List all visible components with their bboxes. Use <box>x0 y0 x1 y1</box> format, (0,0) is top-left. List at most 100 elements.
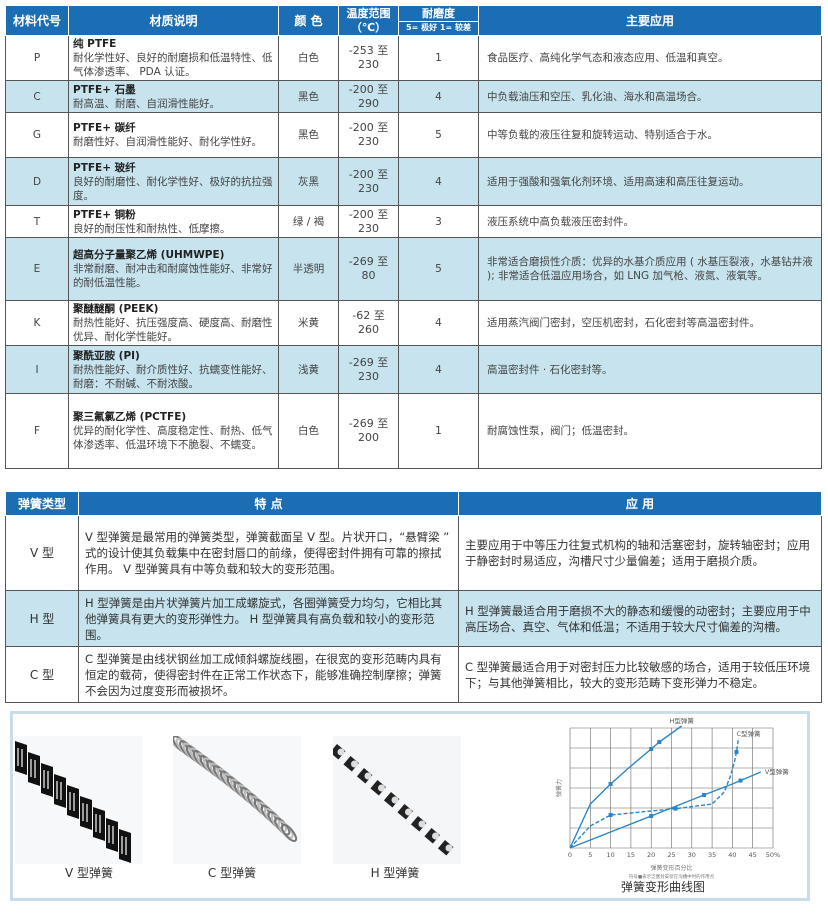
spring-deformation-chart: 0 5 10 15 20 25 30 35 40 45 50% 弹簧变形百分比 符号■表示泛塞封安装在沟… <box>553 716 808 898</box>
temp-high: 200 <box>358 431 379 444</box>
v-spring-photo <box>15 736 143 864</box>
material-app: 适用蒸汽阀门密封，空压机密封，石化密封等高温密封件。 <box>478 300 822 346</box>
x-tick-label: 20 <box>647 851 655 859</box>
material-color: 黑色 <box>278 80 339 113</box>
material-wear: 1 <box>398 393 479 469</box>
h-spring-label: H 型弹簧 <box>370 866 420 880</box>
spring-type: V 型 <box>5 515 79 591</box>
temp-high: 230 <box>358 135 379 148</box>
x-axis-label: 弹簧变形百分比 <box>650 864 692 872</box>
temp-high: 230 <box>358 221 379 235</box>
temp-low: -200 至 <box>348 207 389 221</box>
material-app: 中负载油压和空压、乳化油、海水和高温场合。 <box>478 80 822 113</box>
spring-type: H 型 <box>5 590 79 647</box>
series-line-2 <box>569 771 762 849</box>
material-temp: -62 至 260 <box>338 300 399 346</box>
series-label: H型弹簧 <box>669 716 694 725</box>
spring-app: H 型弹簧最适合用于磨损不大的静态和缓慢的动密封；主要应用于中高压场合、真空、气… <box>458 590 822 647</box>
material-table: 材料代号 材质说明 颜 色 温度范围 （℃） 耐磨度 5= 极好 1= 较差 主要应… <box>5 5 822 469</box>
material-temp: -200 至 230 <box>338 205 399 238</box>
material-code: C <box>5 80 69 113</box>
material-name: 聚醚醚酮 (PEEK) <box>73 303 159 315</box>
x-tick-label: 10 <box>606 851 614 859</box>
material-color: 浅黄 <box>278 345 339 394</box>
temp-low: -62 至 <box>352 309 385 322</box>
material-desc: 耐高温、耐磨、自润滑性能好。 <box>73 97 220 110</box>
series-marker <box>701 793 706 797</box>
material-name: PTFE+ 铜粉 <box>73 208 136 221</box>
material-wear: 4 <box>398 80 479 113</box>
spring-row: H 型 H 型弹簧是由片状弹簧片加工成螺旋式，各圈弹簧受力均匀，它相比其他弹簧具… <box>5 590 822 647</box>
spring-type: C 型 <box>5 646 79 703</box>
series-marker <box>738 778 743 783</box>
temp-low: -269 至 <box>348 417 389 430</box>
material-desc-cell: 聚醚醚酮 (PEEK) 耐热性能好、抗压强度高、硬度高、耐磨性优异、耐化学性能好。 <box>68 300 279 346</box>
material-code: E <box>5 237 69 301</box>
temp-high: 80 <box>361 269 376 282</box>
chart-title: 弹簧变形曲线图 <box>620 880 705 894</box>
material-temp: -269 至 200 <box>338 393 399 469</box>
series-marker <box>649 814 654 818</box>
material-name: 超高分子量聚乙烯 (UHMWPE) <box>73 249 225 261</box>
material-color: 米黄 <box>278 300 339 346</box>
material-desc-cell: 纯 PTFE 耐化学性好、良好的耐磨损和低温特性、低气体渗透率、 PDA 认证。 <box>68 35 279 81</box>
material-code: G <box>5 112 69 158</box>
material-row: D PTFE+ 玻纤 良好的耐磨性、耐化学性好、极好的抗拉强度。 灰黑 -200 … <box>5 157 822 206</box>
material-wear: 4 <box>398 345 479 394</box>
material-temp: -269 至 230 <box>338 345 399 394</box>
material-code: I <box>5 345 69 394</box>
material-name: PTFE+ 石墨 <box>73 83 136 96</box>
material-app: 非常适合磨损性介质：优异的水基介质应用 ( 水基压裂液，水基钻井液 ); 非常适… <box>478 237 822 301</box>
spring-figure-panel: V 型弹簧 C 型弹簧 H 型弹簧 0 5 10 15 20 25 30 35 40 45 50% 弹… <box>10 711 810 901</box>
series-label: C型弹簧 <box>736 729 761 738</box>
series-label: V型弹簧 <box>765 767 789 776</box>
temp-high: 230 <box>358 58 379 71</box>
material-desc-cell: 聚酰亚胺 (PI) 耐热性能好、耐介质性好、抗蠕变性能好、耐磨：不耐碱、不耐浓酸。 <box>68 345 279 394</box>
material-desc: 耐热性能好、耐介质性好、抗蠕变性能好、耐磨：不耐碱、不耐浓酸。 <box>73 363 273 390</box>
material-row: C PTFE+ 石墨 耐高温、耐磨、自润滑性能好。 黑色 -200 至 290 4 … <box>5 80 822 113</box>
material-code: K <box>5 300 69 346</box>
material-wear: 1 <box>398 35 479 81</box>
material-wear: 4 <box>398 300 479 346</box>
spring-app: 主要应用于中等压力往复式机构的轴和活塞密封，旋转轴密封；应用于静密封时易适应，沟… <box>458 515 822 591</box>
v-spring-label: V 型弹簧 <box>64 866 114 880</box>
chart-note: 符号■表示泛塞封安装在沟槽中时的作用点 <box>629 873 715 880</box>
x-tick-label: 0 <box>568 851 572 859</box>
material-color: 白色 <box>278 393 339 469</box>
material-desc-cell: 超高分子量聚乙烯 (UHMWPE) 非常耐磨、耐冲击和耐腐蚀性能好、非常好的耐低温… <box>68 237 279 301</box>
header-wear: 耐磨度 5= 极好 1= 较差 <box>398 5 479 36</box>
material-name: 聚三氟氯乙烯 (PCTFE) <box>73 411 187 423</box>
header-app: 主要应用 <box>478 5 822 36</box>
header-temp: 温度范围 （℃） <box>338 5 399 36</box>
material-code: F <box>5 393 69 469</box>
x-tick-label: 45 <box>749 851 757 859</box>
material-app: 食品医疗、高纯化学气态和液态应用、低温和真空。 <box>478 35 822 81</box>
chart-svg: 0 5 10 15 20 25 30 35 40 45 50% 弹簧变形百分比符号■表示泛塞封安装在沟… <box>555 716 789 880</box>
header-spring-app: 应 用 <box>458 491 822 516</box>
series-marker <box>608 813 613 817</box>
material-code: P <box>5 35 69 81</box>
material-name: 纯 PTFE <box>73 38 117 50</box>
x-tick-label: 30 <box>688 851 696 859</box>
material-temp: -200 至 230 <box>338 112 399 158</box>
material-row: K 聚醚醚酮 (PEEK) 耐热性能好、抗压强度高、硬度高、耐磨性优异、耐化学性能… <box>5 300 822 346</box>
series-line-1 <box>569 737 740 849</box>
spring-feature: V 型弹簧是最常用的弹簧类型，弹簧截面呈 V 型。片状开口，“悬臂梁 ” 式的设… <box>78 515 459 591</box>
material-color: 半透明 <box>278 237 339 301</box>
x-tick-label: 15 <box>627 851 635 859</box>
header-color: 颜 色 <box>278 5 339 36</box>
material-row: F 聚三氟氯乙烯 (PCTFE) 优异的耐化学性、高度稳定性、耐热、低气体渗透率、… <box>5 393 822 469</box>
temp-high: 260 <box>358 323 379 336</box>
spring-feature: H 型弹簧是由片状弹簧片加工成螺旋式，各圈弹簧受力均匀，它相比其他弹簧具有更大的… <box>78 590 459 647</box>
material-row: E 超高分子量聚乙烯 (UHMWPE) 非常耐磨、耐冲击和耐腐蚀性能好、非常好的耐… <box>5 237 822 301</box>
x-tick-label: 35 <box>708 851 716 859</box>
header-spring-type: 弹簧类型 <box>5 491 79 516</box>
material-desc: 耐化学性好、良好的耐磨损和低温特性、低气体渗透率、 PDA 认证。 <box>73 52 273 78</box>
material-temp: -200 至 230 <box>338 157 399 206</box>
series-marker <box>649 747 654 751</box>
material-row: G PTFE+ 碳纤 耐磨性好、自润滑性能好、耐化学性好。 黑色 -200 至 23… <box>5 112 822 158</box>
material-color: 白色 <box>278 35 339 81</box>
material-temp: -200 至 290 <box>338 80 399 113</box>
material-color: 绿 / 褐 <box>278 205 339 238</box>
y-axis-label: 弹簧力 <box>555 779 563 797</box>
